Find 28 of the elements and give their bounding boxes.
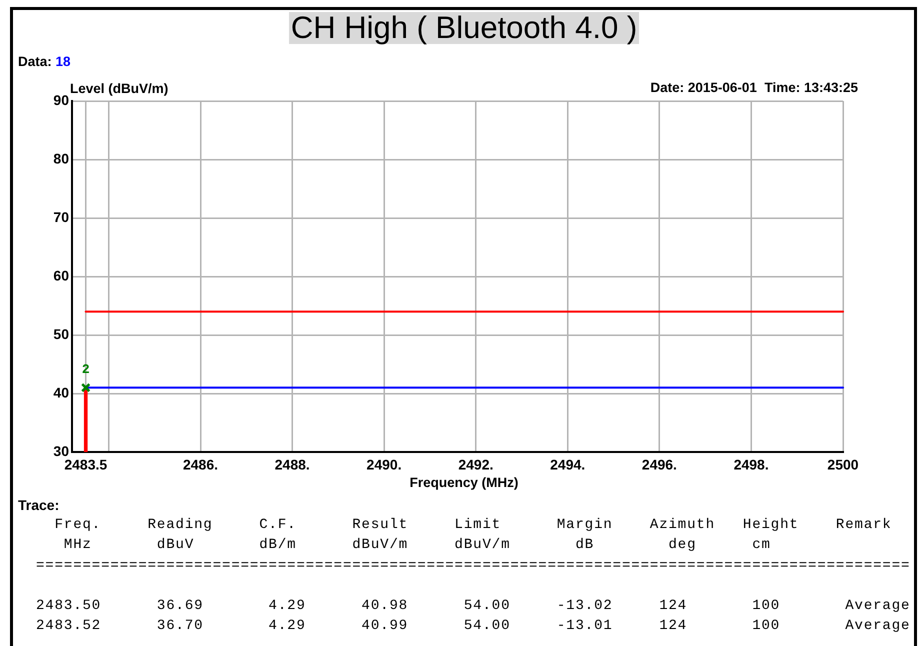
annotation: 2 [82,362,90,377]
x-tick-label: 2483.5 [64,456,108,472]
x-tick-label: 2498. [734,456,769,472]
y-tick-label: 70 [53,208,70,225]
y-tick-label: 80 [53,150,70,166]
text: Date: 2015-06-01 Time: 13:43:25 [650,80,858,95]
y-tick-label: 30 [53,442,70,459]
y-tick-label: 40 [53,384,70,400]
text: Data: 18 [18,54,71,69]
y-tick-label: 90 [53,92,70,108]
x-tick-label: 2494. [550,456,586,472]
text: MHz dBuV dB/m dBuV/m dBuV/m dB deg cm [62,536,771,556]
x-axis-title: Frequency (MHz) [408,475,520,490]
x-tick-label: 2496. [642,456,677,472]
x-tick-label: 2492. [458,456,494,472]
x-tick-label: 2490. [366,456,402,472]
y-tick-label: 60 [53,267,70,284]
text: Freq. Reading C.F. Result Limit Margin Azimuth Height Remark [54,516,892,535]
text: Trace: [18,497,60,513]
chart-title: CH High ( Bluetooth 4.0 ) [288,10,640,45]
text: 2483.50 36.69 4.29 40.98 54.00 -13.02 124 100 Average [36,596,910,616]
text: ============================================================================================== [36,556,910,576]
x-tick-label: 2488. [274,456,310,472]
x-tick-label: 2500 [827,456,859,472]
y-tick-label: 50 [53,326,70,342]
y-axis-title: Level (dBuV/m) [70,81,168,96]
x-tick-label: 2486. [182,456,218,472]
text: 2483.52 36.70 4.29 40.99 54.00 -13.01 124 100 Average [36,617,910,636]
